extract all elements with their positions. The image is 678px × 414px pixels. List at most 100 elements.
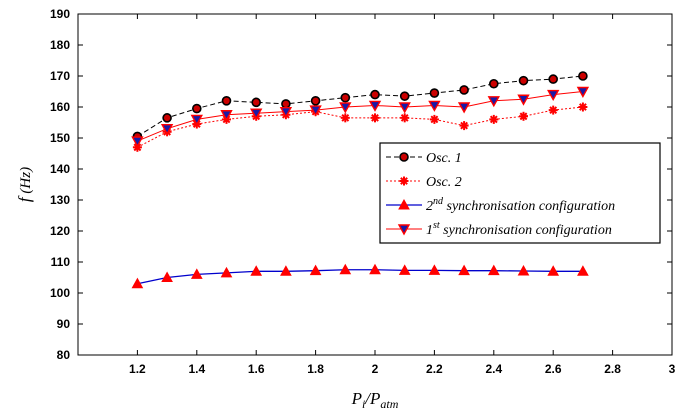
data-point [428, 100, 441, 112]
data-point [310, 96, 321, 106]
data-point [517, 94, 530, 106]
data-point [251, 97, 262, 108]
legend-marker [398, 198, 410, 210]
data-point [548, 105, 558, 115]
star-stroke [430, 115, 439, 124]
data-point [190, 114, 203, 126]
legend-label: 1st synchronisation configuration [426, 220, 612, 238]
legend-label: 2nd synchronisation configuration [426, 196, 615, 214]
star-stroke [519, 112, 528, 121]
star-stroke [371, 113, 379, 122]
series-line [137, 91, 583, 142]
x-tick-label: 1.6 [248, 362, 265, 376]
y-tick-label: 90 [57, 317, 71, 331]
y-tick-label: 170 [50, 69, 70, 83]
data-point [429, 114, 439, 124]
legend-marker [399, 152, 409, 162]
y-tick-label: 120 [50, 224, 70, 238]
star-stroke [460, 121, 468, 130]
data-point [131, 136, 144, 148]
y-tick-label: 190 [50, 7, 70, 21]
data-point [518, 75, 529, 86]
series-line [137, 75, 583, 137]
data-point [517, 264, 530, 276]
legend: Osc. 1 Osc. 2 2nd synchronisation configur… [379, 142, 661, 244]
star-stroke [400, 177, 408, 185]
data-point [131, 277, 144, 289]
data-point [487, 264, 500, 276]
data-point [548, 74, 559, 84]
data-point [458, 264, 470, 276]
legend-marker [397, 224, 411, 236]
data-point [399, 91, 410, 101]
data-point [220, 266, 233, 278]
star-stroke [489, 115, 498, 124]
data-point [160, 123, 174, 136]
data-point [221, 96, 232, 106]
data-point [547, 89, 560, 102]
x-tick-label: 1.4 [188, 362, 205, 376]
x-tick-label: 2.8 [604, 362, 621, 376]
data-point [369, 263, 381, 275]
series-3 [131, 263, 589, 289]
x-tick-label: 2.4 [485, 362, 502, 376]
data-point [428, 264, 441, 275]
legend-label: Osc. 2 [426, 175, 462, 190]
data-point [459, 85, 469, 95]
data-point [370, 89, 380, 100]
data-point [162, 113, 172, 123]
x-tick-label: 1.8 [307, 362, 324, 376]
data-point [250, 108, 263, 120]
data-point [220, 110, 233, 122]
data-point [519, 111, 528, 121]
y-tick-label: 110 [51, 255, 71, 269]
data-point [578, 102, 588, 112]
y-tick-label: 130 [50, 193, 70, 207]
data-point [309, 105, 322, 117]
series-line [137, 106, 583, 148]
data-point [577, 265, 589, 276]
data-point [250, 265, 263, 276]
data-point [340, 92, 351, 103]
data-point [281, 99, 291, 109]
data-point [309, 264, 322, 276]
x-axis-label: Pi/Patm [351, 389, 399, 411]
plot-area [131, 71, 590, 289]
y-tick-label: 160 [50, 100, 70, 114]
data-point [429, 88, 440, 98]
legend-box [379, 142, 661, 244]
data-point [457, 102, 471, 114]
y-tick-label: 140 [50, 162, 70, 176]
data-point [280, 265, 292, 276]
data-point [398, 264, 411, 275]
x-tick-label: 1.2 [129, 362, 146, 376]
data-point [487, 96, 500, 108]
axes: 1.2 1.4 1.6 1.8 2 2.2 2.4 2.6 2.8 3 80 90 100 110 120 1… [15, 7, 676, 411]
data-point [161, 271, 173, 282]
data-point [578, 71, 588, 81]
data-point [370, 113, 380, 123]
x-tick-label: 3 [669, 362, 676, 376]
x-tick-label: 2 [372, 362, 379, 376]
data-point [368, 100, 382, 112]
x-tick-label: 2.6 [545, 362, 562, 376]
data-point [400, 113, 410, 123]
x-tick-label: 2.2 [426, 362, 443, 376]
data-point [339, 102, 352, 114]
series-4 [131, 86, 590, 148]
legend-label: Osc. 1 [426, 151, 462, 166]
y-tick-label: 150 [50, 131, 70, 145]
star-stroke [549, 106, 558, 114]
star-stroke [341, 113, 350, 122]
data-point [547, 265, 560, 276]
data-point [576, 86, 590, 98]
data-point [190, 268, 203, 279]
y-tick-label: 100 [50, 286, 70, 300]
data-point [459, 121, 469, 131]
data-point [488, 78, 499, 89]
y-tick-label: 80 [57, 348, 71, 362]
data-point [489, 114, 499, 124]
legend-marker [399, 176, 409, 186]
y-axis-label: f (Hz) [15, 167, 34, 202]
